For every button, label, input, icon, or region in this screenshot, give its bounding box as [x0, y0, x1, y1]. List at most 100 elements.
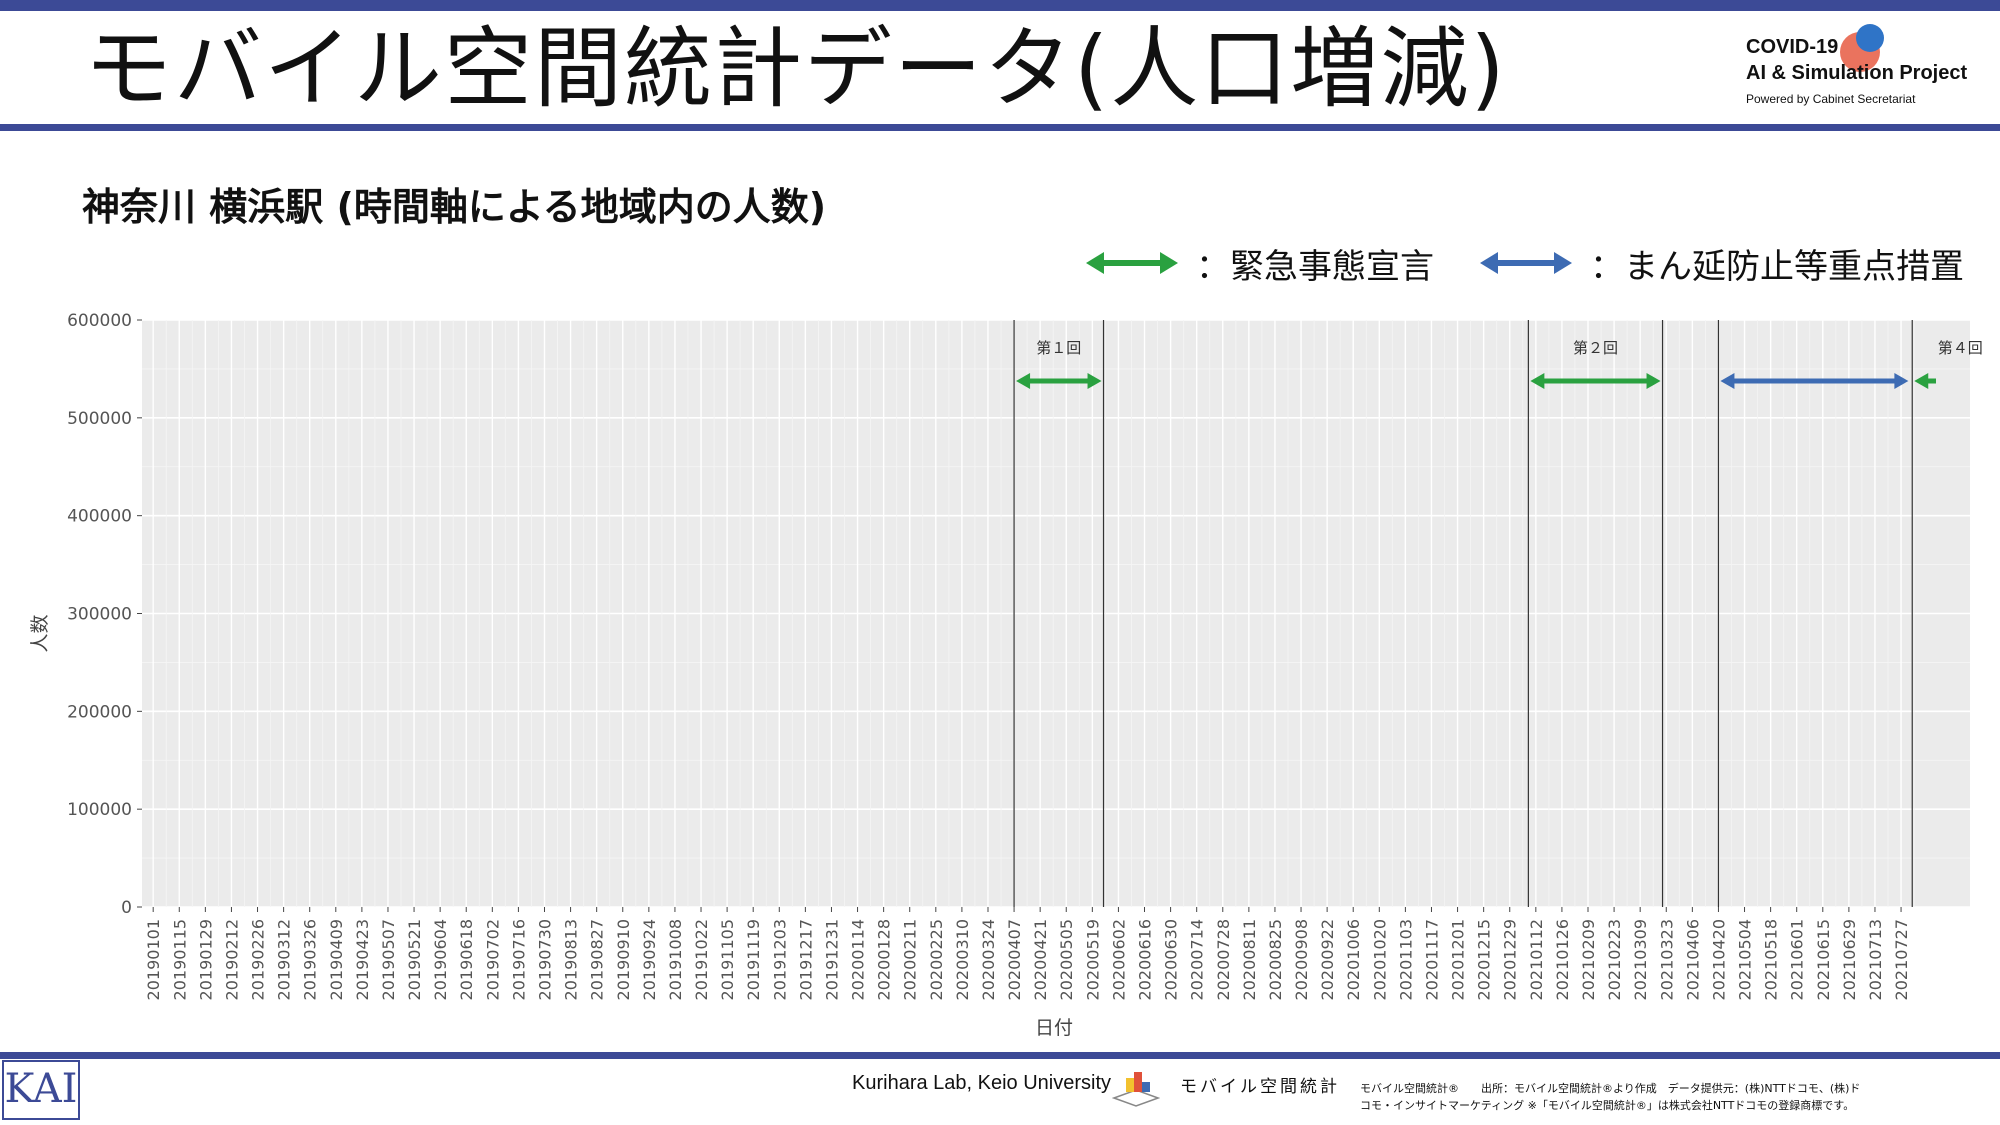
x-tick-label: 20210713	[1866, 919, 1885, 1000]
period-arrow-head-right	[1087, 373, 1102, 389]
x-tick-label: 20210504	[1736, 919, 1755, 1000]
x-tick-label: 20200908	[1292, 919, 1311, 1000]
period-arrow-head-left	[1016, 373, 1031, 389]
period-arrow-head-right	[1894, 373, 1909, 389]
priority-arrow-icon	[1480, 252, 1572, 274]
x-tick-label: 20200519	[1083, 919, 1102, 1000]
x-tick-label: 20201020	[1370, 919, 1389, 1000]
logo-line3: Powered by Cabinet Secretariat	[1746, 92, 1916, 106]
x-tick-label: 20190827	[588, 919, 607, 1000]
x-tick-label: 20210406	[1683, 919, 1702, 1000]
x-tick-label: 20200811	[1240, 919, 1259, 1000]
x-tick-label: 20190129	[196, 919, 215, 1000]
x-tick-label: 20200505	[1057, 919, 1076, 1000]
x-tick-label: 20210309	[1631, 919, 1650, 1000]
x-tick-label: 20190312	[275, 919, 294, 1000]
y-tick-label: 100000	[67, 800, 132, 820]
x-tick-label: 20201229	[1501, 919, 1520, 1000]
x-tick-label: 20201215	[1475, 919, 1494, 1000]
x-tick-label: 20190716	[509, 919, 528, 1000]
x-tick-label: 20191231	[822, 919, 841, 1000]
y-tick-label: 0	[121, 898, 132, 918]
x-tick-label: 20210420	[1709, 919, 1728, 1000]
x-tick-label: 20191119	[744, 919, 763, 1000]
top-band	[0, 0, 2000, 11]
legend-emergency: ：緊急事態宣言	[1086, 240, 1434, 287]
x-tick-label: 20190924	[640, 919, 659, 1000]
period-label: 第４回	[1938, 339, 1983, 357]
y-axis-label: 人数	[29, 614, 51, 652]
period-arrow-head-left	[1914, 373, 1929, 389]
x-tick-label: 20190618	[457, 919, 476, 1000]
x-tick-label: 20201201	[1449, 919, 1468, 1000]
footer-divider	[0, 1052, 2000, 1059]
x-tick-label: 20201103	[1396, 919, 1415, 1000]
footer-source-line2: コモ・インサイトマーケティング ※「モバイル空間統計®」は株式会社NTTドコモの…	[1360, 1099, 1855, 1112]
x-tick-label: 20200211	[901, 919, 920, 1000]
x-tick-label: 20190326	[301, 919, 320, 1000]
x-tick-label: 20210615	[1814, 919, 1833, 1000]
period-arrow-head-left	[1720, 373, 1735, 389]
population-line-chart: 0 100000 200000 300000 400000 500000 600000 201…	[29, 311, 1983, 1039]
x-tick-label: 20210323	[1657, 919, 1676, 1000]
x-tick-label: 20210629	[1840, 919, 1859, 1000]
x-tick-label: 20200922	[1318, 919, 1337, 1000]
x-tick-label: 20210223	[1605, 919, 1624, 1000]
x-tick-label: 20200421	[1031, 919, 1050, 1000]
x-tick-label: 20190115	[170, 919, 189, 1000]
x-tick-label: 20191203	[770, 919, 789, 1000]
x-tick-label: 20190409	[327, 919, 346, 1000]
x-tick-label: 20201006	[1344, 919, 1363, 1000]
y-tick-label: 500000	[67, 409, 132, 429]
x-tick-label: 20190910	[614, 919, 633, 1000]
x-axis-label: 日付	[1035, 1017, 1073, 1039]
legend-priority-label: ：まん延防止等重点措置	[1590, 246, 1964, 287]
footer-lab-name: Kurihara Lab, Keio University	[852, 1072, 1112, 1094]
x-tick-label: 20210727	[1892, 919, 1911, 1000]
mobile-stats-logo-icon	[1112, 1072, 1160, 1107]
chart-subtitle: 神奈川 横浜駅 (時間軸による地域内の人数)	[82, 185, 827, 229]
y-tick-label: 600000	[67, 311, 132, 331]
x-tick-label: 20190521	[405, 919, 424, 1000]
x-tick-label: 20200825	[1266, 919, 1285, 1000]
x-tick-label: 20210112	[1527, 919, 1546, 1000]
x-tick-label: 20200114	[849, 919, 868, 1000]
x-tick-label: 20190212	[222, 919, 241, 1000]
x-tick-label: 20200728	[1214, 919, 1233, 1000]
x-tick-label: 20190813	[562, 919, 581, 1000]
x-tick-label: 20210209	[1579, 919, 1598, 1000]
x-tick-label: 20200225	[927, 919, 946, 1000]
legend-emergency-label: ：緊急事態宣言	[1196, 246, 1434, 287]
x-tick-label: 20200310	[953, 919, 972, 1000]
x-tick-label: 20200616	[1136, 919, 1155, 1000]
project-logo: COVID-19 AI & Simulation Project Powered…	[1746, 24, 1986, 114]
x-tick-label: 20190702	[483, 919, 502, 1000]
period-label: 第１回	[1036, 339, 1081, 357]
org-logo: KAI	[2, 1060, 80, 1120]
x-tick-label: 20190604	[431, 919, 450, 1000]
x-tick-label: 20190101	[144, 919, 163, 1000]
footer-source-line1: モバイル空間統計® 出所：モバイル空間統計®より作成 データ提供元：(株)NTT…	[1360, 1082, 1861, 1095]
x-tick-label: 20200324	[979, 919, 998, 1000]
x-tick-label: 20210518	[1762, 919, 1781, 1000]
page-title: モバイル空間統計データ(人口増減)	[84, 17, 1507, 120]
x-tick-label: 20190423	[353, 919, 372, 1000]
legend-priority: ：まん延防止等重点措置	[1480, 240, 1964, 287]
x-tick-label: 20201117	[1422, 919, 1441, 1000]
footer-mobile-stats: モバイル空間統計	[1180, 1077, 1340, 1097]
x-tick-label: 20190730	[535, 919, 554, 1000]
period-arrow-head-right	[1646, 373, 1661, 389]
x-tick-label: 20210601	[1788, 919, 1807, 1000]
y-tick-label: 200000	[67, 702, 132, 722]
logo-line1: COVID-19	[1746, 36, 1839, 58]
x-tick-label: 20200602	[1109, 919, 1128, 1000]
x-tick-label: 20200128	[875, 919, 894, 1000]
period-label: 第２回	[1573, 339, 1618, 357]
x-tick-label: 20200630	[1162, 919, 1181, 1000]
emergency-arrow-icon	[1086, 252, 1178, 274]
header-divider	[0, 124, 2000, 131]
x-tick-label: 20191217	[796, 919, 815, 1000]
logo-blue-dot	[1856, 24, 1884, 52]
x-tick-label: 20190507	[379, 919, 398, 1000]
x-tick-label: 20191008	[666, 919, 685, 1000]
